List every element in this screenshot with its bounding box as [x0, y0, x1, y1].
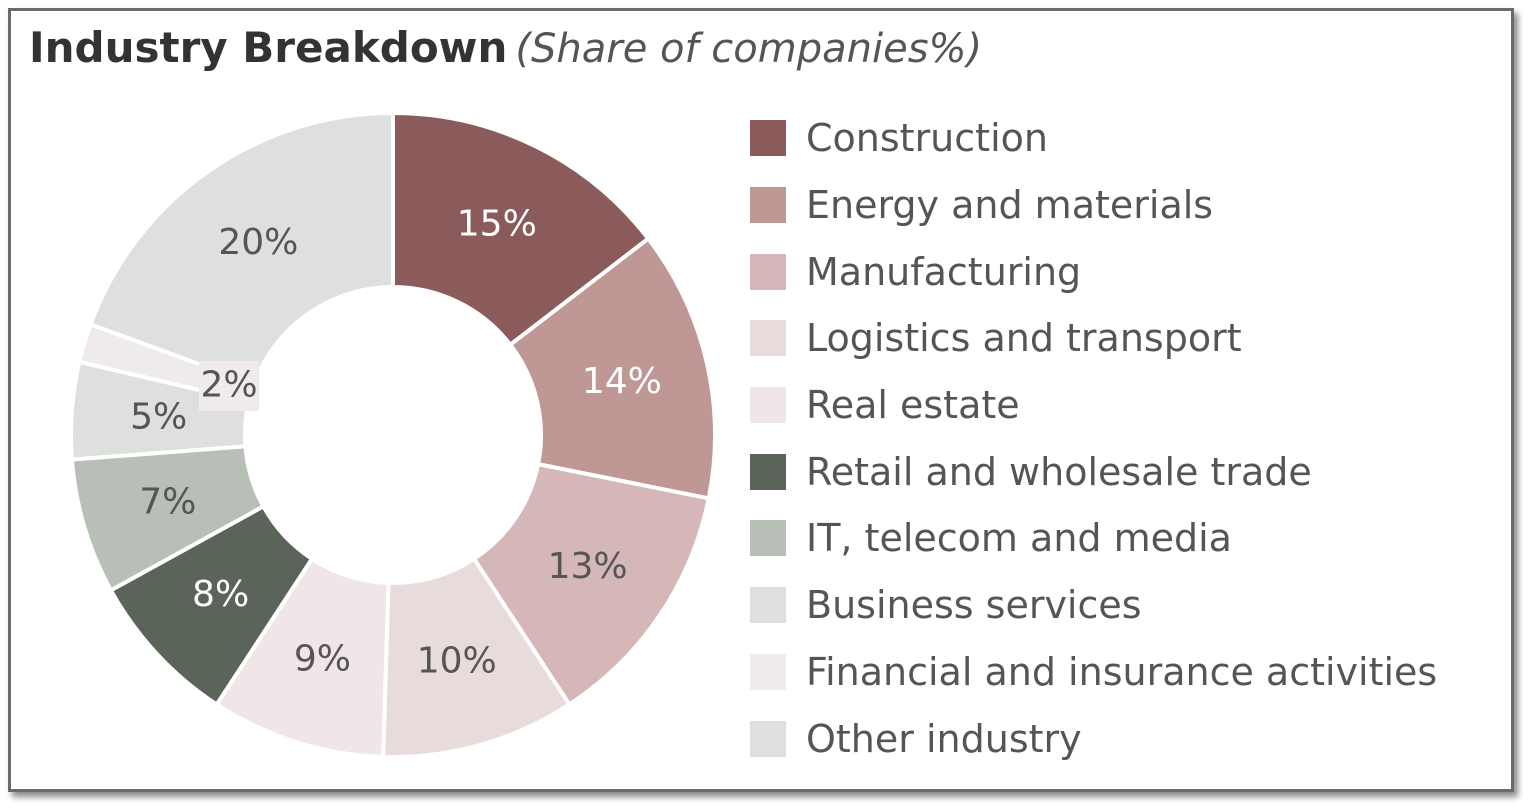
data-label: 15%: [457, 204, 537, 245]
legend-item: Business services: [750, 572, 1437, 639]
legend-swatch: [750, 453, 786, 490]
legend-swatch: [750, 387, 786, 424]
slice-other-industry: [88, 110, 395, 387]
legend-swatch: [750, 120, 786, 157]
data-label: 13%: [548, 546, 628, 587]
data-label: 10%: [417, 641, 497, 682]
slice-energy-and-materials: [507, 235, 717, 501]
legend-swatch: [750, 320, 786, 357]
chart-title-block: Industry Breakdown (Share of companies%): [29, 23, 982, 72]
legend-swatch: [750, 520, 786, 557]
legend-item: Logistics and transport: [750, 305, 1437, 372]
legend-label: Financial and insurance activities: [806, 649, 1438, 694]
data-label: 8%: [192, 574, 249, 615]
legend-label: Logistics and transport: [806, 316, 1242, 361]
legend-label: Energy and materials: [806, 183, 1214, 228]
legend-label: Construction: [806, 116, 1048, 161]
data-label: 2%: [200, 365, 257, 406]
data-label: 9%: [294, 639, 351, 680]
legend-label: IT, telecom and media: [806, 516, 1232, 561]
legend-label: Business services: [806, 583, 1142, 628]
legend: Construction Energy and materials Manufact…: [750, 105, 1437, 772]
legend-swatch: [750, 720, 786, 757]
data-label: 14%: [582, 361, 662, 402]
legend-label: Real estate: [806, 383, 1020, 428]
legend-item: IT, telecom and media: [750, 505, 1437, 572]
legend-swatch: [750, 187, 786, 224]
data-label: 7%: [139, 482, 196, 523]
legend-swatch: [750, 253, 786, 290]
legend-item: Real estate: [750, 372, 1437, 439]
legend-swatch: [750, 587, 786, 624]
legend-item: Manufacturing: [750, 238, 1437, 305]
chart-title: Industry Breakdown: [29, 23, 508, 72]
legend-item: Construction: [750, 105, 1437, 172]
legend-swatch: [750, 653, 786, 690]
data-label-bg: [199, 361, 259, 411]
slice-manufacturing: [471, 461, 712, 708]
legend-label: Retail and wholesale trade: [806, 449, 1312, 494]
legend-label: Other industry: [806, 716, 1082, 761]
slice-logistics-and-transport: [381, 556, 573, 759]
legend-item: Other industry: [750, 705, 1437, 772]
data-label: 5%: [130, 397, 187, 438]
chart-subtitle: (Share of companies%): [515, 26, 983, 72]
legend-item: Retail and wholesale trade: [750, 438, 1437, 505]
legend-item: Financial and insurance activities: [750, 639, 1437, 706]
legend-label: Manufacturing: [806, 249, 1082, 294]
legend-item: Energy and materials: [750, 172, 1437, 239]
data-label: 20%: [218, 222, 298, 263]
